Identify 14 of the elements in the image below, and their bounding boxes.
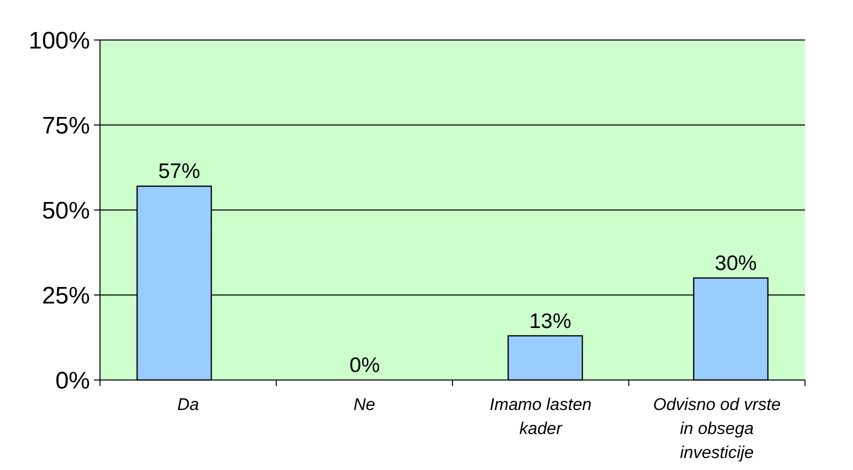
x-tick-label: Imamo lasten kader [490, 395, 592, 438]
data-label: 57% [158, 160, 200, 184]
y-tick-label: 75% [42, 112, 90, 140]
data-label: 13% [529, 310, 572, 333]
x-tick-label: Ne [354, 395, 376, 414]
bar [508, 335, 583, 381]
y-tick-label: 0% [55, 367, 90, 394]
data-label: 30% [714, 252, 757, 275]
y-tick-label: 100% [28, 27, 90, 54]
data-label: 0% [350, 354, 380, 377]
y-tick-label: 50% [42, 197, 90, 224]
x-tick-label: Odvisno od vrste in obsega investicije [653, 395, 781, 462]
y-tick-label: 25% [42, 282, 90, 310]
x-tick-label: Da [177, 395, 199, 414]
